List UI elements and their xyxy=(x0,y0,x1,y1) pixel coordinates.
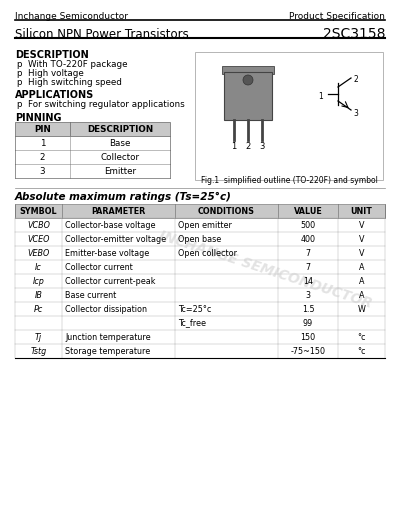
Bar xyxy=(222,66,274,74)
Text: Silicon NPN Power Transistors: Silicon NPN Power Transistors xyxy=(15,28,189,41)
Text: Absolute maximum ratings (Ts=25°c): Absolute maximum ratings (Ts=25°c) xyxy=(15,192,232,202)
Text: Inchange Semiconductor: Inchange Semiconductor xyxy=(15,12,128,21)
Bar xyxy=(195,52,383,180)
Bar xyxy=(15,122,170,136)
Text: 14: 14 xyxy=(303,277,313,285)
Text: V: V xyxy=(359,221,364,229)
Text: PARAMETER: PARAMETER xyxy=(91,207,146,215)
Text: Collector current-peak: Collector current-peak xyxy=(65,277,156,285)
Text: Icp: Icp xyxy=(32,277,44,285)
Text: -75~150: -75~150 xyxy=(290,347,326,355)
Text: Open collector: Open collector xyxy=(178,249,237,257)
Text: 3: 3 xyxy=(353,109,358,118)
Text: 1: 1 xyxy=(231,142,237,151)
Text: 2: 2 xyxy=(40,152,45,162)
Text: 3: 3 xyxy=(259,142,265,151)
Text: VCEO: VCEO xyxy=(27,235,50,243)
Text: Base: Base xyxy=(109,138,131,148)
Text: A: A xyxy=(359,291,364,299)
Text: 1.5: 1.5 xyxy=(302,305,314,313)
Text: 400: 400 xyxy=(300,235,316,243)
Text: Tc=25°c: Tc=25°c xyxy=(178,305,211,313)
Text: Ic: Ic xyxy=(35,263,42,271)
Text: CONDITIONS: CONDITIONS xyxy=(198,207,255,215)
Bar xyxy=(224,72,272,120)
Text: Open emitter: Open emitter xyxy=(178,221,232,229)
Text: p  For switching regulator applications: p For switching regulator applications xyxy=(17,100,185,109)
Text: 3: 3 xyxy=(40,166,45,176)
Text: Tstg: Tstg xyxy=(30,347,47,355)
Text: PIN: PIN xyxy=(34,124,51,134)
Text: 2: 2 xyxy=(245,142,251,151)
Text: 2SC3158: 2SC3158 xyxy=(322,27,385,41)
Text: VALUE: VALUE xyxy=(294,207,322,215)
Text: 3: 3 xyxy=(306,291,310,299)
Text: W: W xyxy=(358,305,366,313)
Text: APPLICATIONS: APPLICATIONS xyxy=(15,90,94,100)
Text: 1: 1 xyxy=(40,138,45,148)
Circle shape xyxy=(243,75,253,85)
Text: p  High voltage: p High voltage xyxy=(17,69,84,78)
Text: Collector: Collector xyxy=(100,152,140,162)
Text: 7: 7 xyxy=(306,263,310,271)
Text: Collector dissipation: Collector dissipation xyxy=(65,305,147,313)
Text: DESCRIPTION: DESCRIPTION xyxy=(15,50,89,60)
Text: Emitter-base voltage: Emitter-base voltage xyxy=(65,249,149,257)
Text: Collector-emitter voltage: Collector-emitter voltage xyxy=(65,235,166,243)
Text: Storage temperature: Storage temperature xyxy=(65,347,150,355)
Text: DESCRIPTION: DESCRIPTION xyxy=(87,124,153,134)
Text: 7: 7 xyxy=(306,249,310,257)
Text: Base current: Base current xyxy=(65,291,116,299)
Text: Pc: Pc xyxy=(34,305,43,313)
Text: INCHANGE SEMICONDUCTOR: INCHANGE SEMICONDUCTOR xyxy=(157,229,373,311)
Text: 150: 150 xyxy=(300,333,316,341)
Text: Product Specification: Product Specification xyxy=(289,12,385,21)
Text: 99: 99 xyxy=(303,319,313,327)
Text: Collector-base voltage: Collector-base voltage xyxy=(65,221,156,229)
Text: 500: 500 xyxy=(300,221,316,229)
Text: V: V xyxy=(359,235,364,243)
Text: p  High switching speed: p High switching speed xyxy=(17,78,122,87)
Text: Tj: Tj xyxy=(35,333,42,341)
Text: °c: °c xyxy=(357,347,366,355)
Text: VEBO: VEBO xyxy=(27,249,50,257)
Text: SYMBOL: SYMBOL xyxy=(20,207,57,215)
Text: Open base: Open base xyxy=(178,235,221,243)
Text: IB: IB xyxy=(34,291,42,299)
Text: Junction temperature: Junction temperature xyxy=(65,333,151,341)
Bar xyxy=(15,204,385,218)
Text: 2: 2 xyxy=(353,75,358,84)
Text: Collector current: Collector current xyxy=(65,263,133,271)
Text: Tc_free: Tc_free xyxy=(178,319,206,327)
Text: A: A xyxy=(359,277,364,285)
Text: A: A xyxy=(359,263,364,271)
Text: p  With TO-220F package: p With TO-220F package xyxy=(17,60,128,69)
Text: PINNING: PINNING xyxy=(15,113,62,123)
Text: °c: °c xyxy=(357,333,366,341)
Text: V: V xyxy=(359,249,364,257)
Text: 1: 1 xyxy=(318,92,323,101)
Text: VCBO: VCBO xyxy=(27,221,50,229)
Text: Fig.1  simplified outline (TO-220F) and symbol: Fig.1 simplified outline (TO-220F) and s… xyxy=(200,176,378,185)
Text: Emitter: Emitter xyxy=(104,166,136,176)
Text: UNIT: UNIT xyxy=(350,207,372,215)
